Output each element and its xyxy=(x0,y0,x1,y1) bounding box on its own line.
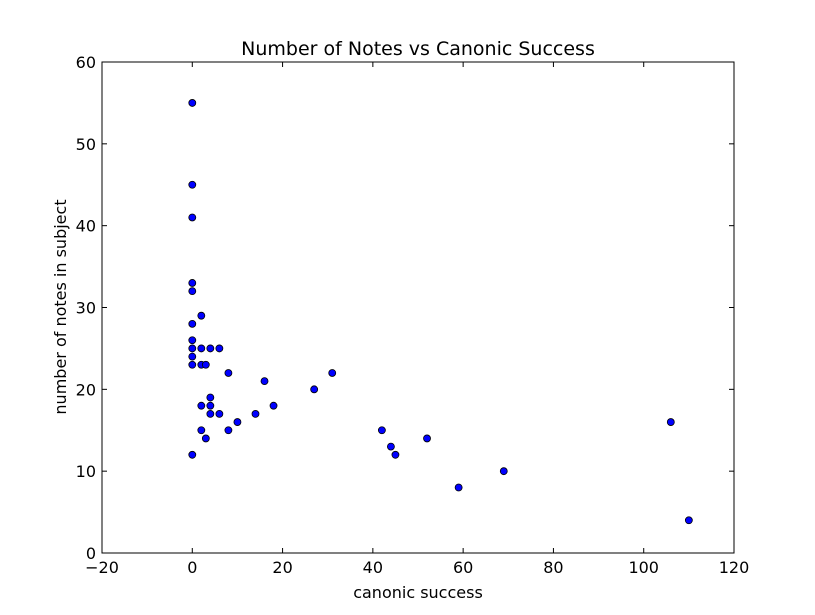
scatter-point xyxy=(188,360,197,369)
scatter-point xyxy=(188,319,197,328)
y-tick-label: 20 xyxy=(76,380,96,399)
scatter-point xyxy=(499,467,508,476)
x-tick-label: 60 xyxy=(453,558,473,577)
scatter-point xyxy=(666,418,675,426)
scatter-point xyxy=(197,426,206,435)
scatter-point xyxy=(224,426,233,435)
scatter-point xyxy=(260,377,269,386)
scatter-point xyxy=(206,393,215,402)
scatter-point xyxy=(454,483,463,492)
scatter-point xyxy=(188,344,197,353)
scatter-point xyxy=(188,180,197,189)
scatter-point xyxy=(233,418,242,426)
x-tick-label: 100 xyxy=(628,558,659,577)
y-axis-label: number of notes in subject xyxy=(51,199,70,414)
scatter-point xyxy=(201,360,210,369)
scatter-point xyxy=(188,450,197,459)
scatter-point xyxy=(684,516,693,525)
scatter-point xyxy=(251,409,260,418)
scatter-point xyxy=(197,311,206,320)
scatter-point xyxy=(423,434,431,443)
scatter-point xyxy=(206,344,215,353)
scatter-point xyxy=(188,287,197,296)
plot-area-frame xyxy=(101,61,735,554)
x-axis-label: canonic success xyxy=(353,583,483,602)
scatter-point xyxy=(188,279,197,287)
y-tick-label: 0 xyxy=(86,544,96,563)
scatter-point xyxy=(328,369,337,377)
points-layer xyxy=(188,99,693,525)
x-tick-label: 0 xyxy=(187,558,197,577)
x-tick-label: 20 xyxy=(272,558,292,577)
scatter-point xyxy=(188,99,197,107)
scatter-point xyxy=(197,344,206,353)
scatter-point xyxy=(188,213,197,222)
scatter-point xyxy=(224,369,233,377)
scatter-point xyxy=(215,344,224,353)
x-tick-label: 40 xyxy=(363,558,383,577)
y-tick-label: 60 xyxy=(76,53,96,72)
scatter-point xyxy=(206,401,215,410)
scatter-point xyxy=(391,450,400,459)
scatter-point xyxy=(188,336,197,345)
x-tick-label: −20 xyxy=(85,558,119,577)
scatter-point xyxy=(310,385,319,394)
scatter-point xyxy=(206,409,215,418)
y-tick-label: 10 xyxy=(76,462,96,481)
scatter-point xyxy=(197,401,206,410)
chart-title: Number of Notes vs Canonic Success xyxy=(241,38,595,60)
scatter-point xyxy=(215,409,224,418)
x-tick-label: 120 xyxy=(719,558,750,577)
y-tick-label: 50 xyxy=(76,135,96,154)
scatter-point xyxy=(269,401,278,410)
scatter-point xyxy=(377,426,386,435)
x-tick-label: 80 xyxy=(543,558,563,577)
scatter-point xyxy=(387,442,395,451)
scatter-point xyxy=(201,434,210,443)
scatter-point xyxy=(188,352,197,361)
y-tick-label: 40 xyxy=(76,217,96,236)
y-tick-label: 30 xyxy=(76,299,96,318)
